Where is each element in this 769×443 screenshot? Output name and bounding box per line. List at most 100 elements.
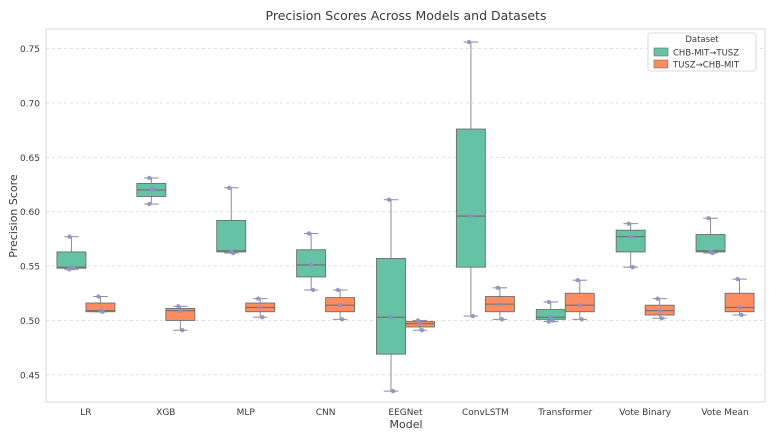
data-point [710, 250, 715, 256]
data-point [546, 299, 551, 305]
box-group [245, 296, 276, 320]
data-point [67, 234, 72, 239]
data-point [468, 213, 474, 219]
data-point [231, 250, 236, 256]
x-tick-label: XGB [156, 408, 175, 418]
data-point [386, 197, 392, 202]
data-point [335, 287, 341, 293]
box-body [615, 229, 646, 253]
box-group [136, 175, 167, 207]
data-point [626, 221, 631, 226]
box-group [296, 231, 327, 293]
legend-title: Dataset [685, 35, 719, 45]
data-point [739, 312, 744, 318]
x-tick-label: EEGNet [388, 408, 423, 418]
box-group [535, 299, 566, 324]
data-point [147, 175, 152, 181]
y-tick-label: 0.45 [20, 371, 40, 381]
box-group [484, 285, 515, 322]
data-point [100, 309, 105, 314]
x-axis-label: Model [389, 418, 422, 431]
box-group [56, 234, 87, 272]
x-tick-label: CNN [316, 408, 336, 418]
data-point [178, 308, 183, 313]
data-point [419, 328, 425, 333]
data-point [67, 267, 72, 272]
x-tick-label: LR [80, 408, 91, 418]
chart-title: Precision Scores Across Models and Datas… [266, 8, 547, 23]
y-tick-label: 0.70 [20, 99, 40, 109]
data-point [735, 276, 740, 282]
y-axis-label: Precision Score [7, 174, 20, 258]
data-point [495, 285, 501, 291]
data-point [470, 313, 476, 319]
box-body [216, 219, 247, 253]
legend-label: CHB-MIT→TUSZ [673, 49, 739, 59]
x-tick-label: ConvLSTM [462, 408, 509, 418]
box-group [216, 185, 247, 256]
box-body [695, 234, 726, 253]
x-tick-label: Vote Binary [619, 408, 671, 418]
data-point [415, 318, 421, 323]
data-point [147, 201, 152, 207]
box-group [165, 304, 196, 333]
y-tick-label: 0.55 [20, 263, 40, 273]
data-point [737, 305, 742, 310]
data-point [546, 319, 551, 324]
data-point [550, 318, 555, 323]
legend-swatch [653, 47, 669, 57]
box-group [695, 216, 726, 256]
data-point [575, 278, 580, 283]
legend-box [647, 32, 757, 72]
y-tick-label: 0.65 [20, 154, 40, 164]
data-point [628, 234, 633, 239]
box-group [615, 221, 646, 270]
y-tick-label: 0.60 [20, 208, 40, 218]
y-tick-label: 0.75 [20, 45, 40, 55]
data-point [306, 231, 312, 236]
data-point [659, 316, 664, 321]
data-point [657, 308, 662, 313]
x-tick-label: MLP [237, 408, 256, 418]
data-point [579, 317, 584, 322]
box-group [325, 287, 356, 322]
x-tick-label: Vote Mean [701, 408, 748, 418]
x-tick-label: Transformer [537, 408, 592, 418]
data-point [577, 303, 582, 308]
data-point [151, 187, 156, 193]
data-point [706, 216, 711, 221]
data-point [390, 388, 396, 394]
data-point [308, 262, 314, 268]
data-point [337, 303, 343, 308]
data-point [630, 264, 635, 270]
legend-swatch [653, 59, 669, 69]
data-point [176, 304, 181, 309]
data-point [466, 39, 472, 45]
data-point [417, 321, 423, 326]
data-point [655, 296, 660, 301]
data-point [258, 305, 263, 310]
data-point [388, 314, 394, 320]
data-point [548, 314, 553, 320]
data-point [256, 296, 261, 301]
data-point [499, 317, 505, 322]
box-group [376, 197, 406, 394]
box-group [564, 278, 595, 322]
box-body [564, 292, 595, 313]
box-body [376, 258, 406, 355]
box-group [455, 39, 486, 319]
data-point [310, 287, 316, 293]
data-point [260, 314, 265, 320]
box-group [644, 296, 675, 321]
box-group [724, 276, 755, 318]
legend-label: TUSZ→CHB-MIT [672, 61, 740, 71]
data-point [180, 328, 185, 333]
data-point [497, 301, 503, 307]
box-group [405, 318, 435, 333]
data-point [71, 266, 76, 271]
box-group [85, 294, 116, 314]
data-point [96, 294, 101, 299]
box-body [455, 128, 486, 268]
